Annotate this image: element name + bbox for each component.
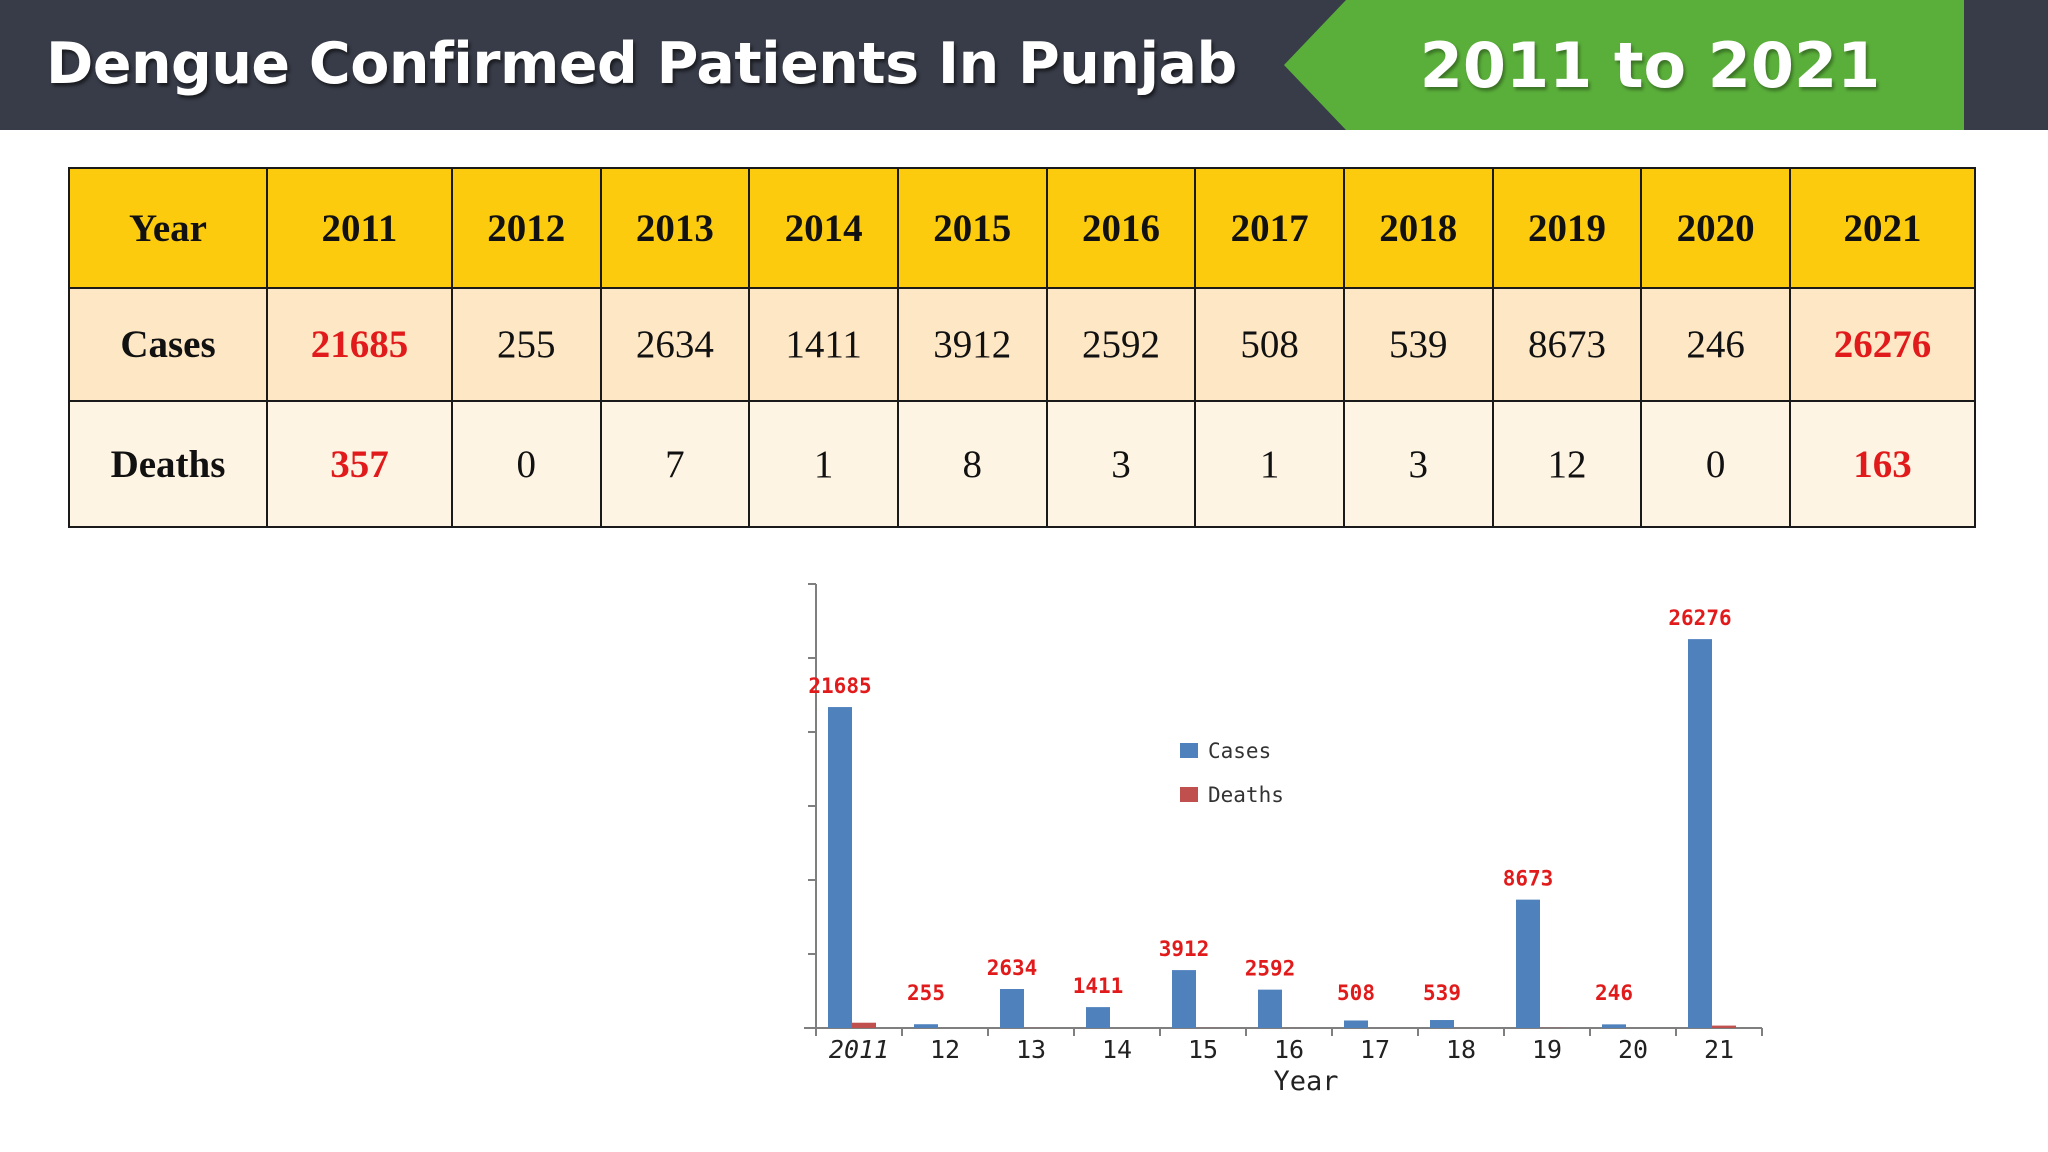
- year-cell: 2020: [1640, 167, 1791, 289]
- x-tick-label: 14: [1102, 1035, 1132, 1064]
- legend-swatch-cases: [1180, 743, 1198, 758]
- data-label: 26276: [1668, 606, 1731, 630]
- year-cell: 2017: [1194, 167, 1345, 289]
- deaths-bar: [852, 1022, 876, 1028]
- page-title: Dengue Confirmed Patients In Punjab: [46, 31, 1237, 97]
- data-label: 8673: [1503, 867, 1554, 891]
- year-cell: 2016: [1045, 167, 1197, 289]
- deaths-cell: 0: [1640, 400, 1791, 528]
- cases-cell: 26276: [1788, 287, 1977, 402]
- year-cell: 2015: [896, 167, 1048, 289]
- row-label-year: Year: [68, 167, 268, 289]
- year-cell: 2014: [748, 167, 899, 289]
- year-cell: 2018: [1342, 167, 1494, 289]
- year-cell: 2021: [1788, 167, 1977, 289]
- year-cell: 2011: [266, 167, 453, 289]
- cases-bar: [1000, 989, 1024, 1028]
- x-tick-label: 20: [1618, 1035, 1648, 1064]
- deaths-cell: 0: [450, 400, 602, 528]
- cases-cell: 2592: [1045, 287, 1197, 402]
- cases-bar: [1086, 1007, 1110, 1028]
- data-label: 246: [1595, 981, 1633, 1005]
- deaths-cell: 3: [1045, 400, 1197, 528]
- year-cell: 2013: [599, 167, 751, 289]
- year-cell: 2012: [450, 167, 602, 289]
- date-range-banner: [1284, 0, 1964, 130]
- cases-bar: [1344, 1020, 1368, 1028]
- x-tick-label: 18: [1446, 1035, 1476, 1064]
- cases-cell: 3912: [896, 287, 1048, 402]
- year-cell: 2019: [1491, 167, 1643, 289]
- legend-label-cases: Cases: [1208, 739, 1271, 763]
- dengue-data-table: Year 2011 2012 2013 2014 2015 2016 2017 …: [68, 167, 1977, 528]
- cases-bar: [1602, 1024, 1626, 1028]
- data-label: 539: [1423, 981, 1461, 1005]
- table-row-cases: Cases 21685 255 2634 1411 3912 2592 508 …: [68, 287, 1977, 402]
- cases-bar: [1516, 899, 1540, 1028]
- cases-cell: 539: [1342, 287, 1494, 402]
- cases-bar: [1688, 639, 1712, 1028]
- table-row-year: Year 2011 2012 2013 2014 2015 2016 2017 …: [68, 167, 1977, 289]
- cases-bar: [828, 707, 852, 1028]
- deaths-cell: 1: [748, 400, 899, 528]
- deaths-cell: 1: [1194, 400, 1345, 528]
- deaths-cell: 163: [1788, 400, 1977, 528]
- deaths-cell: 357: [266, 400, 453, 528]
- x-tick-label: 2011: [829, 1035, 889, 1064]
- data-label: 21685: [808, 674, 871, 698]
- x-tick-label: 19: [1532, 1035, 1562, 1064]
- cases-bar: [1172, 970, 1196, 1028]
- data-label: 508: [1337, 981, 1375, 1005]
- x-axis-title: Year: [1273, 1066, 1338, 1097]
- data-label: 2592: [1245, 957, 1296, 981]
- cases-cell: 255: [450, 287, 602, 402]
- x-tick-label: 12: [930, 1035, 960, 1064]
- x-tick-label: 13: [1016, 1035, 1046, 1064]
- x-tick-label: 17: [1360, 1035, 1390, 1064]
- cases-cell: 21685: [266, 287, 453, 402]
- legend-swatch-deaths: [1180, 787, 1198, 802]
- x-tick-label: 16: [1274, 1035, 1304, 1064]
- cases-cell: 246: [1640, 287, 1791, 402]
- deaths-bar: [1712, 1025, 1736, 1028]
- deaths-cell: 3: [1342, 400, 1494, 528]
- cases-cell: 508: [1194, 287, 1345, 402]
- deaths-cell: 7: [599, 400, 751, 528]
- cases-cell: 8673: [1491, 287, 1643, 402]
- row-label-cases: Cases: [68, 287, 268, 402]
- data-label: 2634: [987, 956, 1038, 980]
- cases-bar: [914, 1024, 938, 1028]
- cases-bar: [1430, 1020, 1454, 1028]
- date-range-label: 2011 to 2021: [1419, 29, 1881, 102]
- data-label: 255: [907, 981, 945, 1005]
- deaths-cell: 12: [1491, 400, 1643, 528]
- data-label: 3912: [1159, 937, 1210, 961]
- row-label-deaths: Deaths: [68, 400, 268, 528]
- data-label: 1411: [1073, 974, 1124, 998]
- table-row-deaths: Deaths 357 0 7 1 8 3 1 3 12 0 163: [68, 400, 1977, 528]
- x-tick-label: 21: [1704, 1035, 1734, 1064]
- deaths-cell: 8: [896, 400, 1048, 528]
- x-tick-label: 15: [1188, 1035, 1218, 1064]
- cases-cell: 1411: [748, 287, 899, 402]
- legend-label-deaths: Deaths: [1208, 783, 1284, 807]
- cases-cell: 2634: [599, 287, 751, 402]
- cases-bar: [1258, 989, 1282, 1028]
- cases-deaths-bar-chart: 21685 2011 255 12 2634 13 1411 14 3912 15 2592 16 50…: [804, 583, 1763, 1097]
